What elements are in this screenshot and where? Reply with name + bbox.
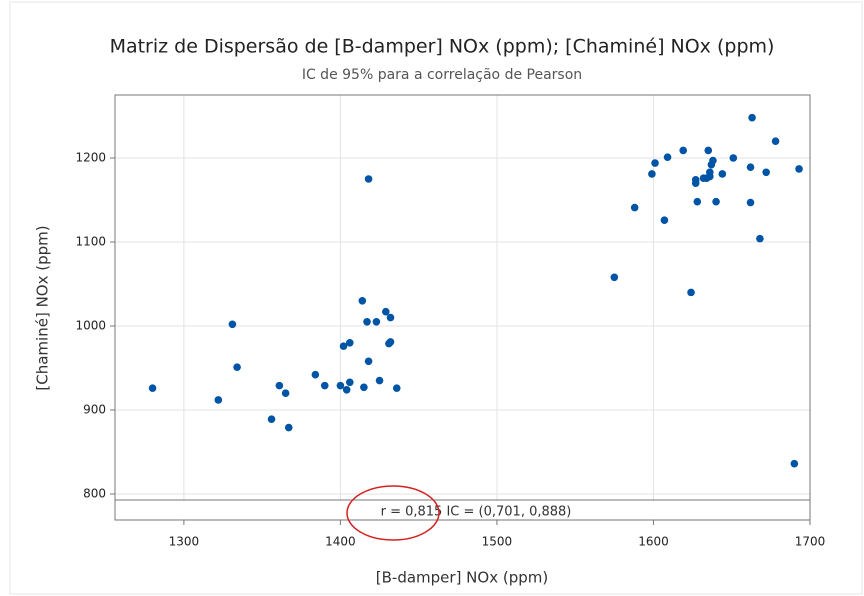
point bbox=[267, 415, 276, 424]
point bbox=[372, 317, 381, 326]
point bbox=[275, 381, 284, 390]
point bbox=[320, 381, 329, 390]
point bbox=[718, 170, 727, 178]
point bbox=[712, 197, 720, 206]
point bbox=[704, 146, 713, 155]
y-axis-label: [Chaminé] NOx (ppm) bbox=[34, 225, 52, 390]
point bbox=[691, 179, 700, 187]
point bbox=[233, 363, 241, 371]
point bbox=[284, 423, 293, 432]
point bbox=[148, 384, 157, 392]
x-tick-label: 1700 bbox=[795, 535, 826, 549]
point bbox=[790, 459, 799, 468]
point bbox=[660, 216, 669, 224]
point bbox=[663, 153, 672, 161]
point bbox=[651, 159, 659, 167]
chart-subtitle: IC de 95% para a correlação de Pearson bbox=[302, 67, 582, 83]
point bbox=[648, 170, 656, 178]
point bbox=[748, 113, 756, 122]
point bbox=[358, 296, 367, 305]
point bbox=[363, 317, 371, 326]
point bbox=[375, 376, 384, 385]
plot-frame bbox=[114, 94, 811, 521]
point bbox=[311, 370, 320, 379]
point bbox=[364, 175, 373, 183]
point bbox=[687, 288, 695, 297]
point bbox=[795, 165, 803, 173]
point bbox=[214, 396, 223, 404]
point bbox=[345, 378, 354, 387]
point bbox=[336, 381, 345, 390]
chart-title: Matriz de Dispersão de [B-damper] NOx (p… bbox=[110, 36, 775, 58]
grid bbox=[115, 95, 811, 520]
point bbox=[630, 203, 639, 212]
annotation-band bbox=[116, 501, 809, 519]
x-axis-label: [B-damper] NOx (ppm) bbox=[376, 569, 548, 587]
frame bbox=[9, 1, 863, 595]
annotation: r = 0,815 IC = (0,701, 0,888) bbox=[381, 505, 572, 520]
point bbox=[342, 386, 351, 394]
point bbox=[706, 172, 714, 181]
point bbox=[381, 307, 390, 316]
y-tick-label: 1000 bbox=[75, 318, 106, 332]
y-tick-label: 1100 bbox=[75, 234, 106, 248]
point bbox=[709, 156, 717, 165]
point bbox=[729, 154, 738, 162]
x-tick-label: 1500 bbox=[482, 535, 513, 549]
x-tick-label: 1300 bbox=[169, 535, 200, 549]
x-tick-label: 1400 bbox=[325, 535, 356, 549]
point bbox=[364, 357, 373, 366]
point bbox=[281, 389, 290, 397]
point bbox=[746, 198, 755, 207]
point bbox=[392, 384, 401, 392]
point bbox=[679, 146, 688, 155]
y-tick-label: 1200 bbox=[75, 150, 106, 164]
point bbox=[756, 234, 764, 243]
point bbox=[762, 168, 770, 177]
points bbox=[148, 113, 803, 468]
highlight-ellipse bbox=[346, 485, 440, 541]
point bbox=[386, 313, 395, 322]
point bbox=[339, 342, 348, 350]
point bbox=[771, 137, 780, 145]
point bbox=[693, 197, 702, 206]
point bbox=[360, 383, 368, 392]
point bbox=[746, 163, 755, 172]
y-tick-label: 900 bbox=[83, 402, 106, 416]
y-tick-label: 800 bbox=[83, 486, 106, 500]
point bbox=[610, 273, 619, 282]
point bbox=[386, 338, 395, 346]
point bbox=[228, 320, 237, 329]
x-tick-label: 1600 bbox=[638, 535, 669, 549]
point bbox=[345, 338, 354, 347]
